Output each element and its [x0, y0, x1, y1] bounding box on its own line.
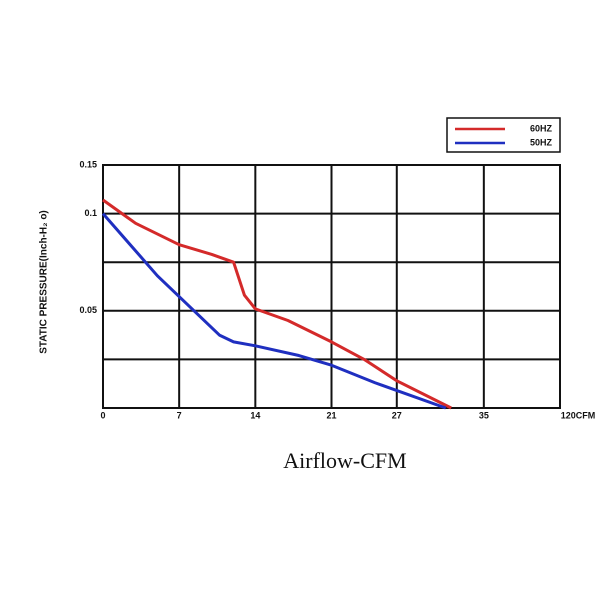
y-tick-label: 0.05	[79, 305, 97, 315]
y-end-label: 0.15	[79, 159, 97, 169]
series-line	[102, 198, 452, 410]
legend-box	[446, 117, 561, 153]
x-tick-label: 0	[100, 410, 105, 420]
legend-label: 50HZ	[530, 137, 553, 147]
legend-label: 60HZ	[530, 123, 553, 133]
x-tick-label: 27	[392, 410, 402, 420]
series-line	[101, 212, 447, 410]
x-end-label: 120CFM	[561, 410, 596, 420]
x-axis-title: Airflow-CFM	[283, 448, 406, 473]
x-tick-label: 21	[326, 410, 336, 420]
x-tick-label: 14	[250, 410, 260, 420]
y-axis-title: STATIC PRESSURE(Inch-H₂ o)	[39, 210, 50, 354]
x-tick-label: 35	[479, 410, 489, 420]
x-tick-label: 7	[177, 410, 182, 420]
y-tick-label: 0.1	[84, 208, 97, 218]
